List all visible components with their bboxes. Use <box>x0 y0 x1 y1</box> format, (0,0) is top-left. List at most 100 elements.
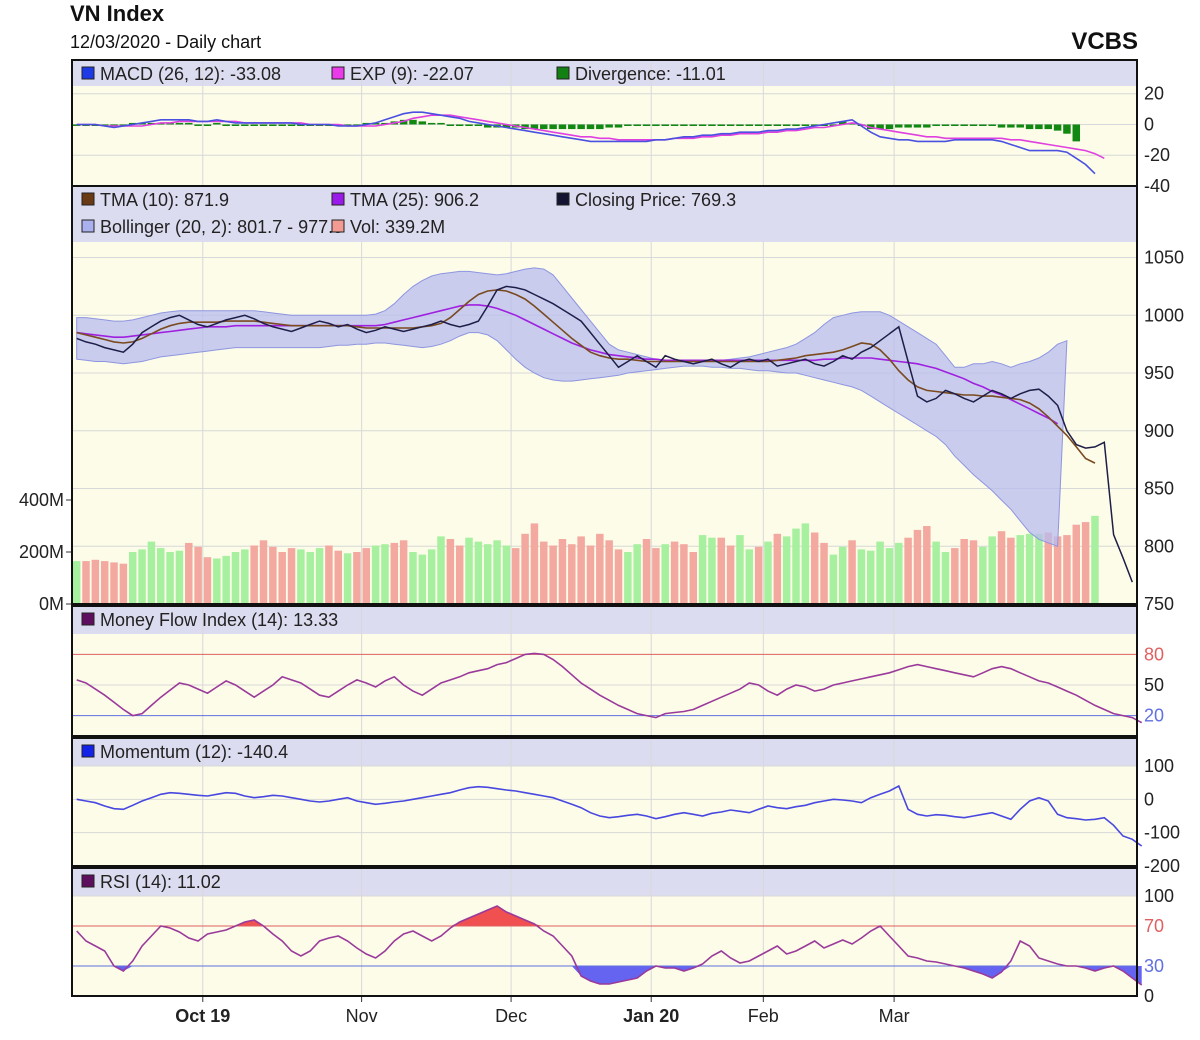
volume-bar <box>427 549 436 604</box>
volume-bar <box>782 536 791 604</box>
legend-label: Bollinger (20, 2): 801.7 - 977.5 <box>100 217 343 237</box>
volume-bar <box>91 559 100 604</box>
divergence-bar <box>624 124 632 126</box>
volume-bar <box>502 545 511 604</box>
divergence-bar <box>689 124 697 126</box>
divergence-bar <box>269 124 277 126</box>
x-tick-label: Jan 20 <box>623 1006 679 1026</box>
divergence-bar <box>596 124 604 130</box>
legend-swatch <box>81 612 95 626</box>
divergence-bar <box>530 124 539 130</box>
divergence-bar <box>633 124 641 126</box>
volume-bar <box>652 548 660 604</box>
y-tick-label: 100 <box>1144 756 1174 776</box>
momentum-line <box>76 784 1143 847</box>
divergence-bar <box>708 124 716 126</box>
volume-bar <box>381 544 389 604</box>
divergence-bar <box>558 124 567 130</box>
divergence-bar <box>838 121 847 125</box>
y-tick-label: 950 <box>1144 363 1174 383</box>
volume-bar <box>203 557 212 604</box>
volume-bar <box>848 540 856 604</box>
divergence-bar <box>1053 124 1062 131</box>
volume-bar <box>904 537 912 604</box>
divergence-bar <box>474 124 483 126</box>
divergence-bar <box>605 124 613 128</box>
legend-swatch <box>331 219 345 233</box>
volume-bar <box>231 552 240 604</box>
volume-bar <box>764 541 772 604</box>
divergence-bar <box>287 124 296 126</box>
volume-bar <box>138 549 146 604</box>
y-tick-label: 1000 <box>1144 305 1184 325</box>
divergence-bar <box>904 124 912 128</box>
volume-bar <box>166 552 174 604</box>
divergence-bar <box>614 124 623 128</box>
volume-bar <box>1035 533 1043 604</box>
volume-bar <box>801 523 810 604</box>
divergence-bar <box>997 124 1006 128</box>
divergence-bar <box>540 124 548 130</box>
volume-bar <box>1091 515 1099 604</box>
volume-bar <box>792 528 800 604</box>
volume-bar <box>512 548 520 604</box>
volume-bar <box>838 546 847 604</box>
volume-bar <box>241 549 249 604</box>
chart-title: VN Index <box>70 1 165 26</box>
divergence-bar <box>876 124 884 130</box>
volume-bar <box>979 546 987 604</box>
divergence-bar <box>979 124 987 126</box>
volume-bar <box>1025 533 1034 604</box>
volume-bar <box>1016 535 1024 604</box>
volume-bar <box>661 544 669 604</box>
volume-bar <box>698 535 707 604</box>
legend-label: EXP (9): -22.07 <box>350 64 474 84</box>
y-tick-label: 750 <box>1144 594 1174 614</box>
divergence-bar <box>801 124 810 126</box>
divergence-bar <box>231 124 240 126</box>
x-tick-label: Dec <box>495 1006 527 1026</box>
y-tick-label: 50 <box>1144 675 1164 695</box>
divergence-bar <box>670 124 679 126</box>
y-tick-label: -40 <box>1144 176 1170 196</box>
divergence-bar <box>502 124 511 128</box>
divergence-bar <box>1072 124 1081 142</box>
divergence-bar <box>446 124 455 126</box>
legend-label: Money Flow Index (14): 13.33 <box>100 610 338 630</box>
macd-line <box>76 111 1096 175</box>
volume-bar <box>353 552 361 604</box>
divergence-bar <box>913 124 922 128</box>
divergence-bar <box>885 124 894 130</box>
divergence-bar <box>222 124 230 126</box>
brand-label: VCBS <box>1071 28 1138 55</box>
volume-bar <box>100 561 109 604</box>
legend-label: TMA (25): 906.2 <box>350 190 479 210</box>
chart-subtitle: 12/03/2020 - Daily chart <box>70 32 262 52</box>
divergence-bar <box>969 124 978 126</box>
volume-bar <box>614 549 623 604</box>
divergence-bar <box>661 124 669 126</box>
volume-bar <box>932 541 940 604</box>
divergence-bar <box>203 124 212 126</box>
legend-bg-rsi <box>72 868 1137 896</box>
y-tick-label: 0 <box>1144 114 1154 134</box>
volume-bar <box>343 553 352 604</box>
volume-bar <box>820 542 828 604</box>
volume-bar <box>446 539 455 604</box>
legend-swatch <box>331 192 345 206</box>
volume-bar <box>568 544 576 604</box>
volume-bar <box>157 548 165 604</box>
rsi-oversold-fill <box>76 966 1142 985</box>
x-tick-label: Nov <box>346 1006 378 1026</box>
legend-label: Closing Price: 769.3 <box>575 190 736 210</box>
divergence-bar <box>698 124 707 126</box>
volume-bar <box>857 549 866 604</box>
volume-bar <box>465 537 473 604</box>
divergence-bar <box>941 124 950 126</box>
volume-bar <box>521 533 529 604</box>
x-tick-label: Mar <box>879 1006 910 1026</box>
legend-swatch <box>331 66 345 80</box>
volume-bar <box>951 548 959 604</box>
volume-bar <box>128 552 137 604</box>
